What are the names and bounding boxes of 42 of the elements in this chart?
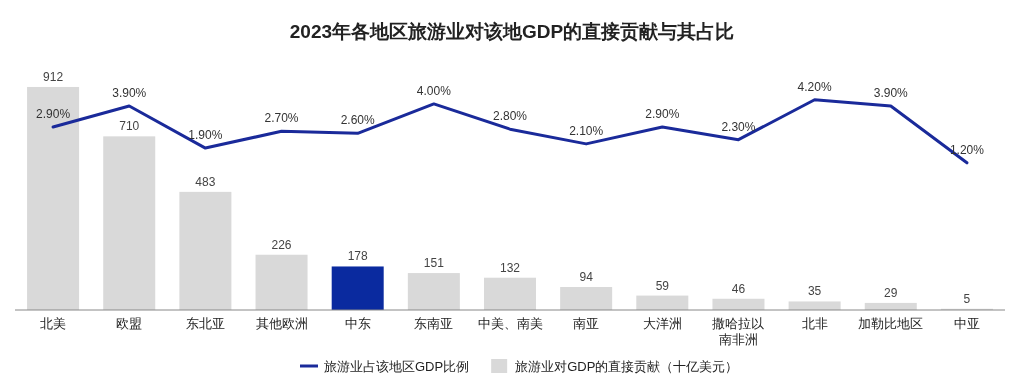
data-label: 710 (119, 119, 140, 134)
data-label: 2.90% (645, 107, 680, 122)
x-tick-label: 其他欧洲 (255, 316, 308, 331)
data-label: 1.20% (949, 142, 985, 157)
x-tick-label: 中美、南美 (477, 316, 543, 331)
data-label: 3.90% (873, 86, 909, 101)
data-label: 151 (423, 256, 445, 271)
data-label: 483 (195, 174, 216, 189)
x-tick-label: 东南亚 (414, 316, 454, 331)
data-label: 35 (807, 284, 822, 299)
data-label: 2.70% (264, 111, 299, 126)
x-tick-label: 东北亚 (185, 316, 225, 331)
data-label: 2.90% (36, 107, 71, 122)
data-label: 2.30% (721, 119, 756, 134)
legend-label: 旅游业占该地区GDP比例 (324, 359, 470, 374)
x-tick-label: 中亚 (953, 316, 980, 331)
data-label: 178 (347, 249, 369, 264)
data-label: 3.90% (112, 86, 147, 101)
x-tick-label: 北非 (801, 316, 828, 331)
data-label: 2.80% (492, 109, 528, 124)
x-tick-label: 欧盟 (116, 316, 143, 331)
data-label: 59 (655, 278, 670, 293)
data-label: 2.10% (569, 123, 604, 138)
legend-label: 旅游业对GDP的直接贡献（十亿美元） (515, 359, 739, 374)
x-tick-label: 撒哈拉以南非洲 (712, 316, 765, 347)
data-label: 4.00% (416, 83, 452, 98)
data-label: 46 (731, 281, 746, 296)
data-label: 94 (579, 270, 594, 285)
x-tick-label: 南亚 (573, 316, 600, 331)
x-tick-label: 中东 (344, 316, 371, 331)
data-label: 1.90% (188, 128, 223, 143)
x-tick-label: 大洋洲 (642, 316, 682, 331)
chart-title: 2023年各地区旅游业对该地GDP的直接贡献与其占比 (289, 21, 735, 42)
x-tick-label: 加勒比地区 (858, 316, 924, 331)
data-label: 4.20% (797, 79, 832, 94)
data-label: 5 (963, 291, 971, 306)
data-label: 132 (499, 260, 521, 275)
data-label: 912 (43, 69, 64, 84)
data-label: 2.60% (340, 113, 376, 128)
data-label: 226 (271, 237, 292, 252)
x-tick-label: 北美 (40, 316, 67, 331)
data-label: 29 (884, 285, 898, 300)
